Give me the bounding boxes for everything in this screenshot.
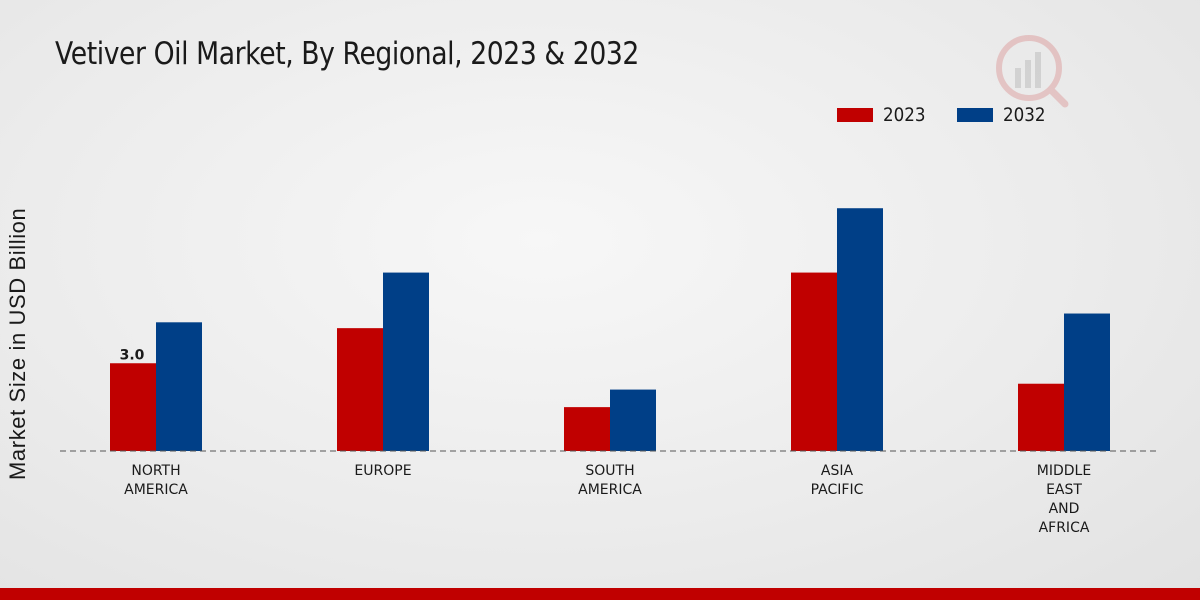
bar-2023-0 <box>110 363 156 451</box>
bottom-accent-bar <box>0 588 1200 600</box>
legend-label-2023: 2023 <box>883 104 926 126</box>
x-tick-label-4-2: AND <box>1049 501 1080 517</box>
x-tick-label-3-0: ASIA <box>821 463 854 479</box>
x-tick-label-2-0: SOUTH <box>585 463 634 479</box>
legend-swatch-2032 <box>957 108 993 122</box>
bar-2023-2 <box>564 407 610 451</box>
bar-2023-4 <box>1018 383 1064 451</box>
bar-2032-0 <box>156 322 202 451</box>
watermark-logo-icon <box>996 35 1069 108</box>
bar-2032-2 <box>610 389 656 451</box>
bar-2032-1 <box>383 272 429 451</box>
x-tick-label-0-0: NORTH <box>131 463 180 479</box>
legend-swatch-2023 <box>837 108 873 122</box>
bar-2023-3 <box>791 272 837 451</box>
x-tick-label-4-0: MIDDLE <box>1037 463 1091 479</box>
chart-title: Vetiver Oil Market, By Regional, 2023 & … <box>55 36 639 72</box>
legend-label-2032: 2032 <box>1003 104 1046 126</box>
x-tick-label-2-1: AMERICA <box>578 482 642 498</box>
x-tick-label-3-1: PACIFIC <box>811 482 864 498</box>
x-tick-label-4-3: AFRICA <box>1039 520 1090 536</box>
x-tick-label-0-1: AMERICA <box>124 482 188 498</box>
bar-2032-3 <box>837 208 883 451</box>
x-tick-label-1-0: EUROPE <box>354 463 411 479</box>
bar-2032-4 <box>1064 313 1110 451</box>
bar-2023-1 <box>337 328 383 451</box>
data-label-0: 3.0 <box>120 347 145 363</box>
x-tick-label-4-1: EAST <box>1046 482 1082 498</box>
